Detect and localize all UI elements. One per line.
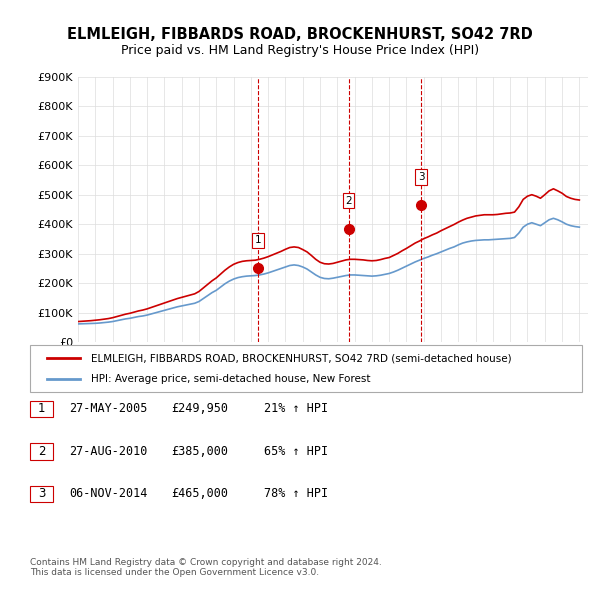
Text: 3: 3 — [38, 487, 45, 500]
Text: ELMLEIGH, FIBBARDS ROAD, BROCKENHURST, SO42 7RD (semi-detached house): ELMLEIGH, FIBBARDS ROAD, BROCKENHURST, S… — [91, 353, 511, 363]
Text: 65% ↑ HPI: 65% ↑ HPI — [264, 445, 328, 458]
Text: £385,000: £385,000 — [171, 445, 228, 458]
Text: 27-AUG-2010: 27-AUG-2010 — [69, 445, 148, 458]
Text: 2: 2 — [345, 196, 352, 206]
Text: 1: 1 — [254, 235, 261, 245]
Text: £465,000: £465,000 — [171, 487, 228, 500]
Text: 1: 1 — [38, 402, 45, 415]
Text: 06-NOV-2014: 06-NOV-2014 — [69, 487, 148, 500]
FancyBboxPatch shape — [30, 345, 582, 392]
Text: 2: 2 — [38, 445, 45, 458]
Text: 3: 3 — [418, 172, 424, 182]
Text: 21% ↑ HPI: 21% ↑ HPI — [264, 402, 328, 415]
Text: ELMLEIGH, FIBBARDS ROAD, BROCKENHURST, SO42 7RD: ELMLEIGH, FIBBARDS ROAD, BROCKENHURST, S… — [67, 27, 533, 41]
Text: 78% ↑ HPI: 78% ↑ HPI — [264, 487, 328, 500]
Text: £249,950: £249,950 — [171, 402, 228, 415]
Text: 27-MAY-2005: 27-MAY-2005 — [69, 402, 148, 415]
Text: Price paid vs. HM Land Registry's House Price Index (HPI): Price paid vs. HM Land Registry's House … — [121, 44, 479, 57]
Text: HPI: Average price, semi-detached house, New Forest: HPI: Average price, semi-detached house,… — [91, 374, 370, 384]
Text: Contains HM Land Registry data © Crown copyright and database right 2024.
This d: Contains HM Land Registry data © Crown c… — [30, 558, 382, 577]
